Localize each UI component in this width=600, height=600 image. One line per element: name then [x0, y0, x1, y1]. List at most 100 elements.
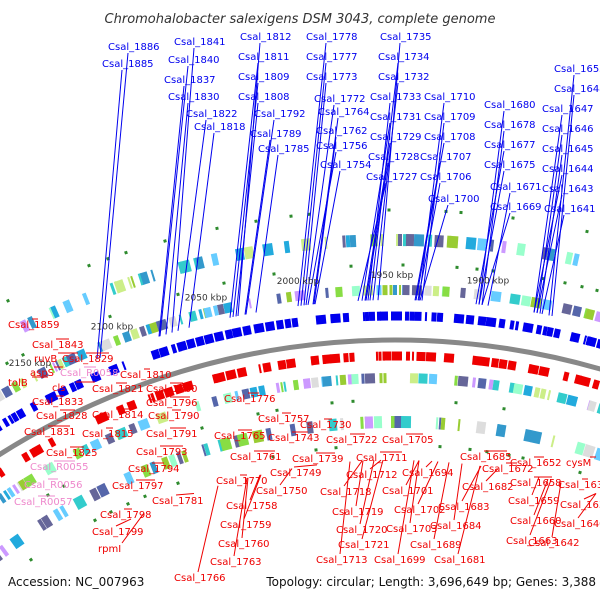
reverse-gene-label: Csal_1843: [32, 340, 84, 351]
gc-skew-mark: [438, 444, 442, 449]
forward-gene-label: Csal_1728: [368, 152, 420, 163]
forward-leader-line: [245, 119, 275, 315]
reverse-gene-label: Csal_1689: [410, 540, 462, 551]
forward-cds-mark: [213, 331, 225, 342]
forward-gene-label: Csal_1777: [306, 52, 358, 63]
reverse-leader-line: [433, 462, 450, 540]
reverse-cds-mark: [116, 404, 126, 416]
reverse-cds-mark: [416, 351, 426, 362]
reverse-cds-mark: [591, 379, 600, 390]
reverse-gene-label: Csal_1683: [438, 502, 490, 513]
forward-gene-label: Csal_1647: [542, 104, 594, 115]
reverse-leader-line: [417, 461, 439, 505]
reverse-gene-label: Csal_1793: [136, 447, 188, 458]
gc-skew-mark: [507, 453, 511, 458]
rna-gene-label: Csal_R0057: [14, 497, 73, 508]
cog-category-mark: [475, 421, 487, 435]
forward-leader-line: [237, 42, 261, 317]
forward-gene-label: Csal_1700: [428, 194, 480, 205]
cog-category-mark: [539, 388, 547, 400]
reverse-cds-mark: [375, 351, 379, 361]
cog-category-mark: [130, 328, 140, 340]
cog-category-mark: [104, 432, 116, 445]
cog-category-mark: [289, 423, 297, 437]
gc-skew-mark: [454, 401, 458, 405]
forward-leader-line: [533, 114, 563, 313]
forward-cds-mark: [275, 319, 285, 330]
forward-leader-line: [541, 214, 565, 315]
cog-category-mark: [310, 377, 320, 388]
cog-category-mark: [280, 382, 284, 393]
reverse-gene-label: Csal_1828: [36, 411, 88, 422]
cog-category-mark: [19, 319, 31, 333]
cog-category-mark: [509, 293, 521, 305]
gc-skew-mark: [330, 401, 334, 405]
forward-gene-label: Csal_1653: [554, 64, 600, 75]
cog-category-mark: [276, 293, 282, 304]
cog-category-mark: [43, 461, 57, 476]
reverse-gene-label: Csal_1718: [320, 487, 372, 498]
forward-leader-line: [536, 134, 563, 314]
gc-skew-mark: [28, 557, 34, 562]
reverse-gene-label: Csal_1760: [218, 539, 270, 550]
reverse-gene-label: Csal_1672: [482, 464, 534, 475]
reverse-cds-mark: [225, 369, 237, 381]
reverse-cds-mark: [538, 366, 550, 377]
cog-category-mark: [442, 286, 450, 297]
gc-skew-mark: [176, 481, 180, 486]
cog-category-mark: [432, 285, 440, 297]
gc-skew-mark: [200, 426, 204, 430]
reverse-gene-label: Csal_1652: [510, 458, 562, 469]
accession-text: Accession: NC_007963: [8, 575, 144, 589]
cog-category-mark: [471, 377, 477, 388]
forward-cds-mark: [231, 327, 243, 338]
reverse-cds-mark: [382, 351, 392, 361]
cog-category-mark: [490, 290, 502, 303]
cog-category-mark: [155, 411, 169, 425]
forward-leader-line: [551, 94, 575, 317]
gc-skew-mark: [334, 446, 338, 450]
cog-category-mark: [115, 426, 129, 440]
forward-gene-label: Csal_1710: [424, 92, 476, 103]
cog-category-mark: [322, 375, 332, 387]
reverse-gene-label: Csal_1719: [332, 507, 384, 518]
cog-category-mark: [390, 415, 396, 429]
gc-skew-mark: [387, 208, 391, 212]
cog-category-mark: [594, 311, 600, 323]
forward-cds-mark: [362, 312, 366, 322]
cog-category-mark: [17, 478, 29, 491]
reverse-gene-label: Csal_1759: [220, 520, 272, 531]
cog-category-mark: [54, 360, 62, 371]
reverse-gene-label: Csal_1758: [226, 501, 278, 512]
gc-skew-mark: [475, 267, 479, 271]
gc-skew-mark: [275, 408, 279, 413]
cog-category-mark: [137, 273, 145, 286]
gc-skew-mark: [272, 272, 276, 276]
reverse-gene-label: Csal_1685: [460, 452, 512, 463]
cog-category-mark: [50, 305, 60, 319]
reverse-leader-line: [121, 512, 145, 544]
cog-category-mark: [201, 444, 207, 457]
reverse-leader-line: [409, 460, 420, 524]
reverse-gene-label: Csal_1743: [268, 433, 320, 444]
reverse-cds-mark: [578, 375, 592, 388]
cog-category-mark: [460, 287, 466, 299]
cog-category-mark: [203, 443, 211, 456]
gc-skew-mark: [459, 210, 463, 215]
cog-category-mark: [0, 389, 6, 402]
gc-skew-mark: [143, 494, 147, 499]
forward-gene-label: Csal_1754: [320, 160, 372, 171]
forward-gene-label: Csal_1822: [186, 109, 238, 120]
cog-category-mark: [418, 373, 428, 384]
cog-category-mark: [249, 386, 259, 398]
cog-category-mark: [405, 234, 415, 247]
forward-leader-line: [300, 62, 327, 306]
forward-cds-mark: [409, 311, 415, 321]
cog-category-mark: [564, 251, 574, 265]
forward-gene-label: Csal_1812: [240, 32, 292, 43]
reverse-leader-line: [405, 460, 420, 486]
cog-category-mark: [394, 415, 402, 429]
reverse-gene-label: Csal_1721: [338, 540, 390, 551]
reverse-leader-line: [551, 482, 562, 538]
